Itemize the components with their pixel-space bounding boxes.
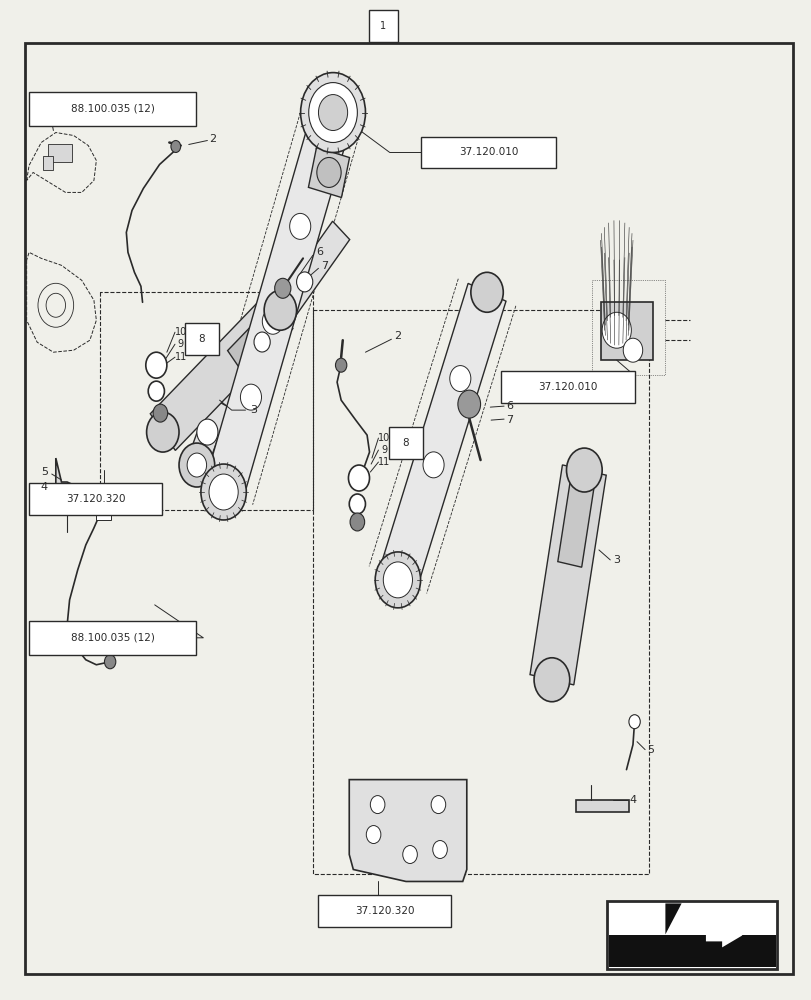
Circle shape xyxy=(170,140,180,152)
Circle shape xyxy=(349,494,365,514)
Polygon shape xyxy=(56,458,78,508)
FancyBboxPatch shape xyxy=(184,323,218,355)
Polygon shape xyxy=(557,467,595,567)
Text: 9: 9 xyxy=(178,339,183,349)
Circle shape xyxy=(146,352,167,378)
FancyBboxPatch shape xyxy=(48,144,72,162)
Text: 8: 8 xyxy=(402,438,409,448)
Text: 6: 6 xyxy=(505,401,513,411)
Circle shape xyxy=(105,655,116,669)
Circle shape xyxy=(383,562,412,598)
FancyBboxPatch shape xyxy=(318,895,451,927)
FancyBboxPatch shape xyxy=(608,935,775,967)
Circle shape xyxy=(153,404,168,422)
Text: 37.120.010: 37.120.010 xyxy=(458,147,517,157)
Polygon shape xyxy=(308,147,349,198)
Circle shape xyxy=(178,443,214,487)
Circle shape xyxy=(470,272,503,312)
Polygon shape xyxy=(530,465,606,685)
Circle shape xyxy=(262,308,283,334)
Circle shape xyxy=(254,332,270,352)
Text: 37.120.320: 37.120.320 xyxy=(354,906,414,916)
Text: 5: 5 xyxy=(646,745,654,755)
Circle shape xyxy=(350,513,364,531)
Text: 37.120.320: 37.120.320 xyxy=(66,494,125,504)
Polygon shape xyxy=(150,292,293,450)
Text: 88.100.035 (12): 88.100.035 (12) xyxy=(71,104,154,114)
Polygon shape xyxy=(664,903,680,934)
Circle shape xyxy=(566,448,602,492)
Text: 7: 7 xyxy=(321,261,328,271)
FancyBboxPatch shape xyxy=(500,371,635,403)
Circle shape xyxy=(623,338,642,362)
Circle shape xyxy=(375,552,420,608)
Text: 8: 8 xyxy=(198,334,205,344)
Text: 3: 3 xyxy=(250,405,257,415)
Circle shape xyxy=(308,83,357,142)
Text: 11: 11 xyxy=(174,352,187,362)
Circle shape xyxy=(200,464,246,520)
Circle shape xyxy=(431,796,445,814)
Circle shape xyxy=(432,841,447,859)
FancyBboxPatch shape xyxy=(600,302,652,360)
Text: 6: 6 xyxy=(315,247,322,257)
Circle shape xyxy=(147,412,178,452)
Polygon shape xyxy=(379,283,505,589)
Circle shape xyxy=(316,157,341,187)
Circle shape xyxy=(629,715,640,729)
Text: 4: 4 xyxy=(629,795,636,805)
Circle shape xyxy=(366,826,380,844)
Text: 10: 10 xyxy=(174,327,187,337)
Text: 9: 9 xyxy=(380,445,387,455)
FancyBboxPatch shape xyxy=(29,621,195,655)
Circle shape xyxy=(370,796,384,814)
FancyBboxPatch shape xyxy=(607,901,776,969)
Text: 10: 10 xyxy=(378,433,390,443)
Text: 88.100.035 (12): 88.100.035 (12) xyxy=(71,633,154,643)
Circle shape xyxy=(148,381,165,401)
Circle shape xyxy=(402,846,417,863)
FancyBboxPatch shape xyxy=(29,483,162,515)
Polygon shape xyxy=(211,221,350,411)
Circle shape xyxy=(534,658,569,702)
Circle shape xyxy=(348,465,369,491)
Circle shape xyxy=(290,213,311,239)
Circle shape xyxy=(264,290,296,330)
FancyBboxPatch shape xyxy=(576,800,629,812)
Circle shape xyxy=(602,312,631,348)
Text: 3: 3 xyxy=(612,555,620,565)
FancyBboxPatch shape xyxy=(388,427,423,459)
Polygon shape xyxy=(705,923,741,947)
Text: 2: 2 xyxy=(209,134,217,144)
FancyBboxPatch shape xyxy=(368,10,397,42)
Text: 4: 4 xyxy=(41,482,48,492)
Text: 7: 7 xyxy=(505,415,513,425)
Circle shape xyxy=(240,384,261,410)
Polygon shape xyxy=(349,780,466,881)
Polygon shape xyxy=(204,104,352,500)
Circle shape xyxy=(196,419,217,445)
Circle shape xyxy=(318,95,347,131)
FancyBboxPatch shape xyxy=(421,137,556,168)
Polygon shape xyxy=(227,302,285,367)
Circle shape xyxy=(457,390,480,418)
Text: 11: 11 xyxy=(378,457,390,467)
FancyBboxPatch shape xyxy=(43,156,53,170)
Text: 1: 1 xyxy=(380,21,386,31)
Text: 5: 5 xyxy=(41,467,48,477)
Circle shape xyxy=(449,366,470,392)
FancyBboxPatch shape xyxy=(29,92,195,126)
Circle shape xyxy=(423,452,444,478)
Circle shape xyxy=(208,474,238,510)
Circle shape xyxy=(296,272,312,292)
Circle shape xyxy=(335,358,346,372)
Text: 2: 2 xyxy=(394,331,401,341)
Circle shape xyxy=(274,278,290,298)
Circle shape xyxy=(300,73,365,152)
Text: 37.120.010: 37.120.010 xyxy=(538,382,597,392)
Polygon shape xyxy=(187,397,229,470)
Circle shape xyxy=(187,453,206,477)
FancyBboxPatch shape xyxy=(97,510,111,520)
